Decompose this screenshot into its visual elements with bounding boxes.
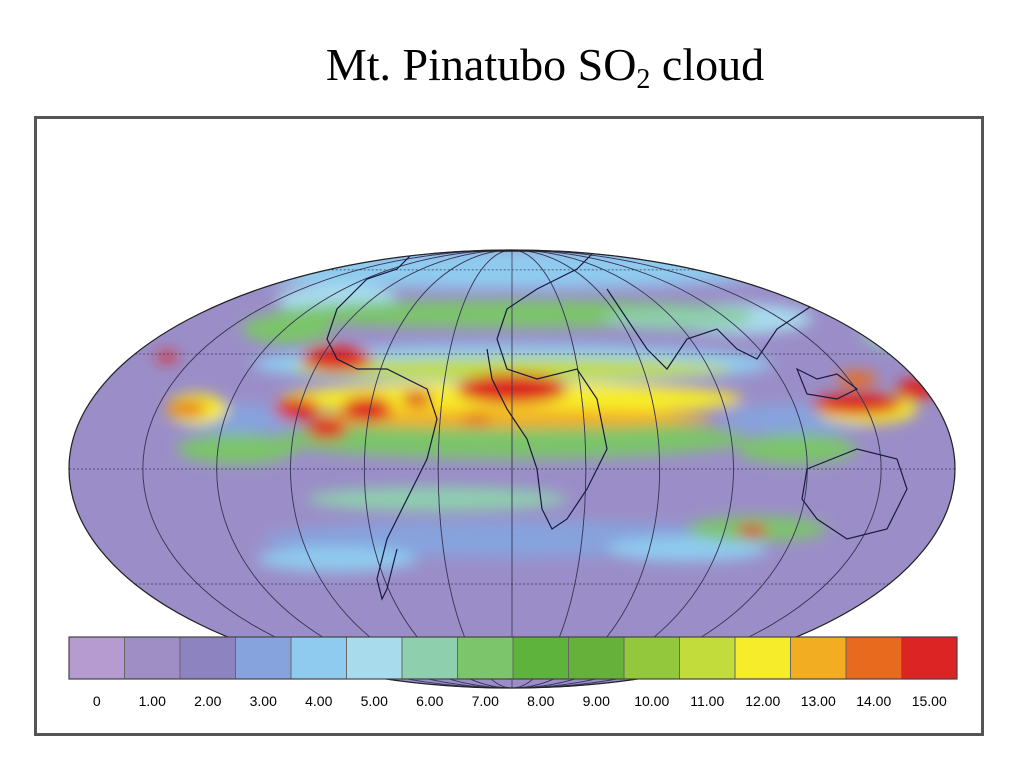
figure-frame: 0 1.00 2.00 3.00 4.00 5.00 6.00 7.00 8.00 9.00 10.…	[34, 116, 984, 736]
so2-map-figure: 0 1.00 2.00 3.00 4.00 5.00 6.00 7.00 8.00 9.00 10.…	[68, 249, 958, 709]
colorbar-swatch	[790, 636, 847, 680]
colorbar-tick-label: 0	[93, 693, 101, 709]
colorbar-swatch	[401, 636, 458, 680]
colorbar-tick-label: 6.00	[416, 693, 443, 709]
colorbar-tick-label: 3.00	[250, 693, 277, 709]
colorbar-swatch	[457, 636, 514, 680]
colorbar-tick-label: 12.00	[745, 693, 780, 709]
colorbar-swatch	[346, 636, 403, 680]
colorbar-swatch	[68, 636, 125, 680]
colorbar-swatch	[235, 636, 292, 680]
colorbar-swatch	[290, 636, 347, 680]
colorbar-swatch	[901, 636, 958, 680]
colorbar-swatch	[512, 636, 569, 680]
colorbar-tick-label: 7.00	[472, 693, 499, 709]
title-end: cloud	[650, 39, 765, 90]
colorbar-tick-label: 14.00	[856, 693, 891, 709]
colorbar-tick-label: 5.00	[361, 693, 388, 709]
colorbar-tick-label: 10.00	[634, 693, 669, 709]
colorbar-swatch	[679, 636, 736, 680]
colorbar-tick-label: 4.00	[305, 693, 332, 709]
colorbar-tick-label: 15.00	[912, 693, 947, 709]
colorbar-tick-label: 1.00	[139, 693, 166, 709]
colorbar-swatch	[623, 636, 680, 680]
colorbar-swatch	[568, 636, 625, 680]
colorbar-tick-label: 8.00	[527, 693, 554, 709]
colorbar-tick-label: 13.00	[801, 693, 836, 709]
colorbar-swatch	[734, 636, 791, 680]
colorbar-swatch	[845, 636, 902, 680]
so2-concentration-field	[69, 251, 955, 688]
colorbar-swatch	[124, 636, 181, 680]
slide-title: Mt. Pinatubo SO2 cloud	[0, 38, 1024, 94]
colorbar-tick-label: 2.00	[194, 693, 221, 709]
colorbar: 0 1.00 2.00 3.00 4.00 5.00 6.00 7.00 8.00 9.00 10.…	[68, 636, 958, 709]
globe-border	[68, 249, 956, 689]
colorbar-tick-label: 9.00	[583, 693, 610, 709]
title-subscript: 2	[636, 64, 651, 95]
title-main: Mt. Pinatubo SO	[325, 39, 637, 90]
colorbar-swatch	[179, 636, 236, 680]
colorbar-tick-label: 11.00	[690, 693, 724, 709]
